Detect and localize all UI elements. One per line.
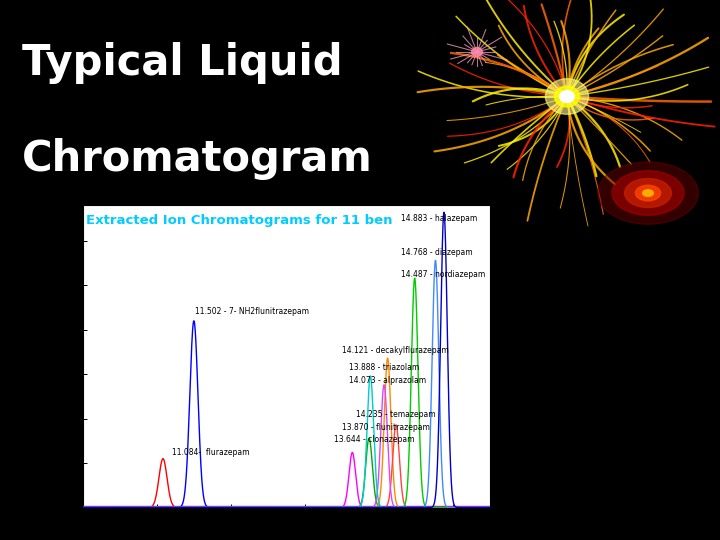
Text: 14.768 - diazepam: 14.768 - diazepam [401,248,472,257]
Text: Typical Liquid: Typical Liquid [22,42,343,84]
Ellipse shape [472,48,482,57]
Text: 13.644 - clonazepam: 13.644 - clonazepam [334,435,415,444]
Ellipse shape [546,79,589,114]
Text: 11.084-  flurazepam: 11.084- flurazepam [171,448,249,457]
Text: 14.883 - halazepam: 14.883 - halazepam [401,214,477,223]
Text: 14.487 - nordiazepam: 14.487 - nordiazepam [401,270,485,279]
Text: Extracted Ion Chromatograms for 11 ben: Extracted Ion Chromatograms for 11 ben [86,214,393,227]
Text: 14.235 - temazepam: 14.235 - temazepam [356,410,436,418]
Ellipse shape [643,190,654,197]
Text: Chromatogram: Chromatogram [22,138,373,180]
Ellipse shape [554,86,580,107]
Text: 13.888 - triazolam: 13.888 - triazolam [349,363,419,373]
Text: 14.121 - decakylflurazepam: 14.121 - decakylflurazepam [342,346,449,355]
Text: 13.870 - flunitrazepam: 13.870 - flunitrazepam [342,423,430,432]
Ellipse shape [560,91,575,103]
Text: 11.502 - 7- NH2flunitrazepam: 11.502 - 7- NH2flunitrazepam [195,307,309,316]
Ellipse shape [598,162,698,224]
Ellipse shape [635,185,661,201]
Text: 14.073 - alprazolam: 14.073 - alprazolam [349,376,426,385]
Ellipse shape [612,171,684,215]
Ellipse shape [625,179,671,207]
